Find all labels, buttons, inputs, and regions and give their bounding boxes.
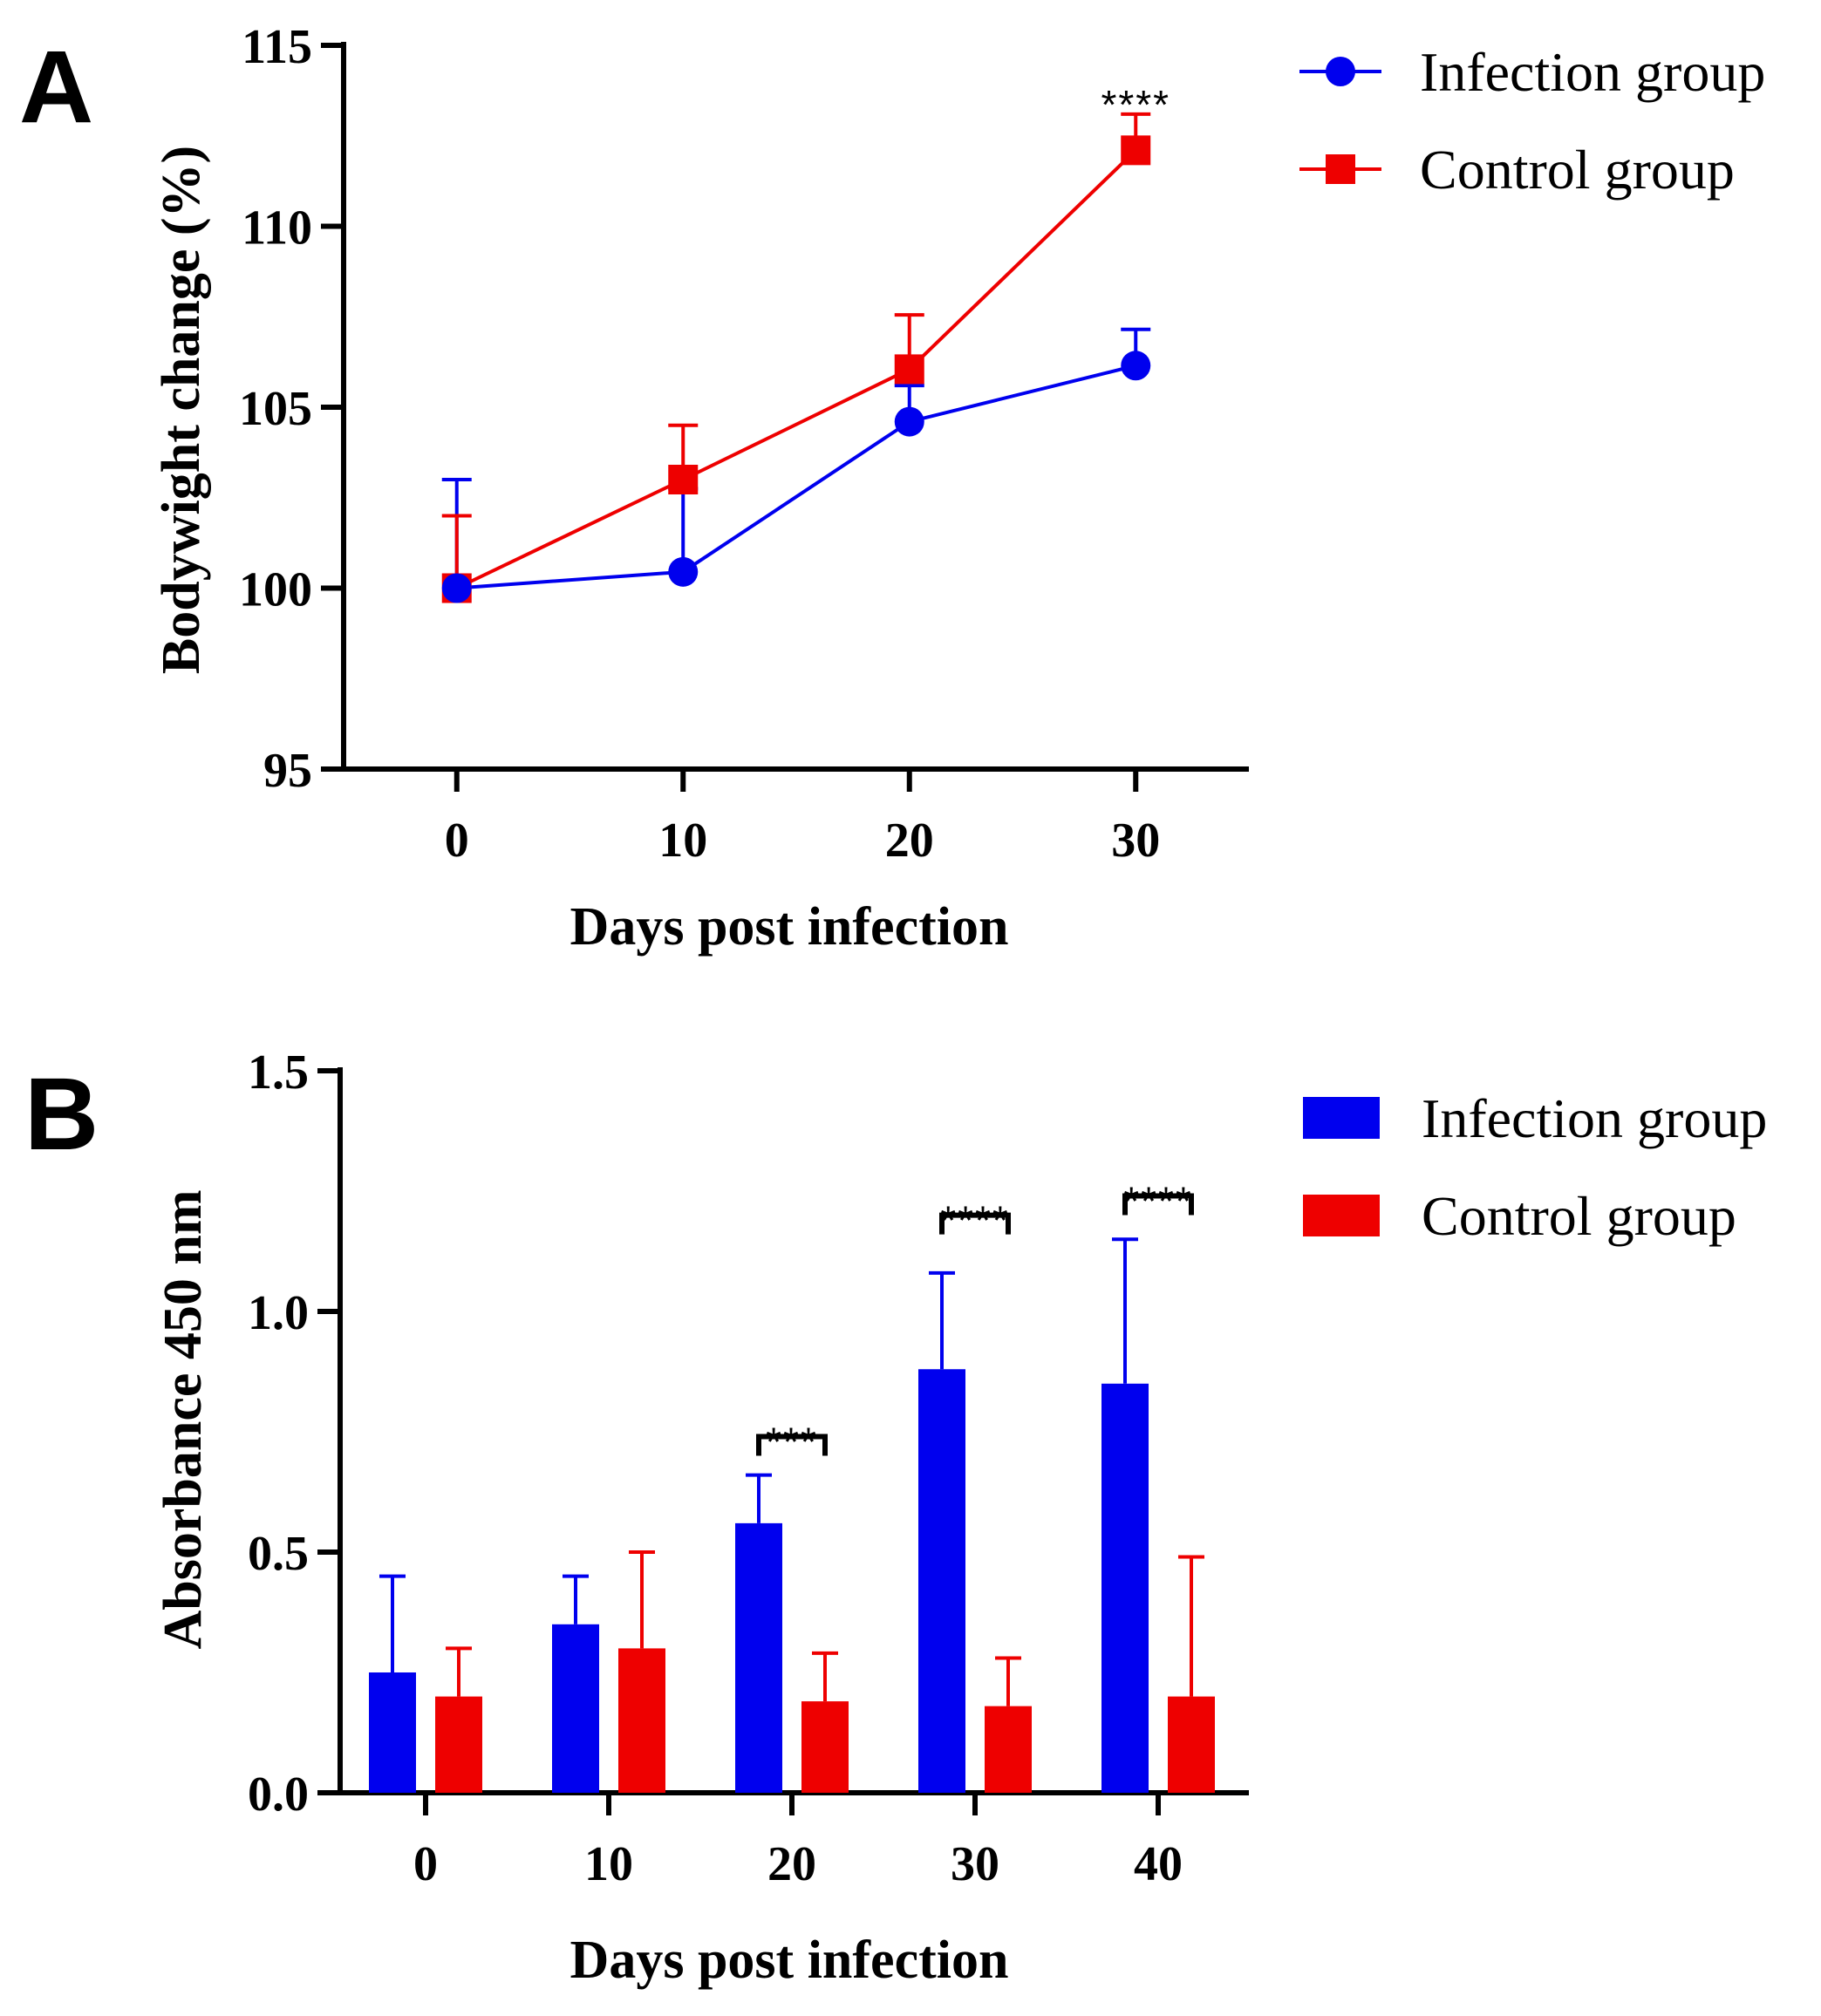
panel-b-bar: [801, 1701, 849, 1793]
panel-b-legend-swatch: [1303, 1195, 1380, 1236]
panel-b-axes: 0.0 0.5 1.0 1.5 0 10 20 30 40: [248, 1045, 1249, 1891]
panel-b-x-tick-label: 40: [1134, 1837, 1183, 1891]
panel-a-y-tick-label: 100: [239, 563, 312, 617]
panel-a-y-tick-label: 95: [263, 744, 312, 798]
panel-b-bar: [435, 1696, 482, 1793]
panel-b-significance-label: ****: [1123, 1179, 1193, 1224]
panel-a-y-tick-label: 110: [242, 201, 312, 255]
panel-letter-a: A: [19, 30, 93, 145]
panel-a-x-tick-label: 20: [885, 814, 934, 868]
panel-a-series: ****: [441, 82, 1170, 603]
panel-a-point-square: [668, 465, 699, 494]
panel-a-x-tick-label: 30: [1111, 814, 1160, 868]
panel-b: B 0.00.51.01.50 10 20 30 40 ******* **** Infe…: [24, 1045, 1767, 1990]
panel-b-series: ******* ****: [369, 1179, 1215, 1793]
panel-a-point-square: [1121, 135, 1151, 166]
panel-a-y-tick-label: 105: [239, 382, 312, 436]
panel-b-bar: [735, 1522, 782, 1793]
panel-a-series-line: [456, 364, 1136, 590]
panel-b-legend-label: Infection group: [1422, 1087, 1767, 1149]
panel-a-point-circle: [441, 573, 472, 603]
panel-a-legend-square: [1326, 154, 1355, 184]
panel-b-y-tick-label: 0.0: [248, 1767, 309, 1822]
panel-a-point-circle: [1121, 351, 1151, 381]
panel-a-series-line: [455, 148, 1137, 590]
panel-b-x-tick-label: 30: [951, 1837, 999, 1891]
panel-b-legend-swatch: [1303, 1097, 1380, 1139]
panel-a-y-tick-label: 115: [242, 20, 312, 74]
panel-b-significance-label: ****: [940, 1198, 1010, 1243]
panel-letter-b: B: [24, 1057, 99, 1172]
panel-a-legend-label: Infection group: [1420, 41, 1765, 103]
panel-b-legend-label: Control group: [1422, 1185, 1736, 1247]
panel-b-x-tick-label: 20: [767, 1837, 816, 1891]
panel-a-point-circle: [894, 406, 924, 437]
panel-b-x-tick-label: 0: [413, 1837, 438, 1891]
panel-b-bar: [369, 1672, 416, 1793]
panel-a-legend-label: Control group: [1420, 139, 1735, 201]
panel-b-y-tick-label: 0.5: [248, 1527, 309, 1581]
panel-a-legend: Infection group Control group: [1299, 41, 1765, 201]
panel-b-x-axis-title: Days post infection: [570, 1931, 1009, 1990]
panel-a-point-circle: [668, 556, 699, 587]
panel-a-point-square: [894, 354, 924, 385]
panel-b-bar: [918, 1369, 965, 1793]
panel-b-x-tick-label: 10: [584, 1837, 633, 1891]
panel-b-y-tick-label: 1.5: [248, 1045, 309, 1100]
panel-a: A 95 100 105 110 115 0 10 20 30 **** Infection g…: [19, 20, 1765, 957]
panel-b-bar: [1101, 1383, 1149, 1793]
panel-a-x-axis-title: Days post infection: [570, 897, 1009, 957]
panel-a-significance-label: ****: [1101, 82, 1170, 127]
panel-a-x-tick-label: 10: [658, 814, 707, 868]
panel-b-legend: Infection group Control group: [1303, 1087, 1767, 1247]
panel-a-legend-circle: [1326, 57, 1355, 86]
panel-b-bar: [618, 1648, 665, 1793]
panel-b-bar: [1168, 1696, 1215, 1793]
panel-a-axes: 95 100 105 110 115 0 10 20 30: [239, 20, 1249, 868]
panel-b-bar: [552, 1624, 599, 1793]
panel-b-bar: [985, 1706, 1032, 1793]
panel-b-significance-bracket: [756, 1434, 828, 1456]
panel-b-y-axis-title: Absorbance 450 nm: [153, 1189, 213, 1649]
panel-b-significance-label: ***: [766, 1420, 818, 1465]
panel-a-y-axis-title: Bodywight change (%): [152, 146, 211, 674]
panel-b-significance-bracket: [939, 1212, 1011, 1235]
panel-b-y-tick-label: 1.0: [248, 1286, 309, 1340]
panel-a-x-tick-label: 0: [445, 814, 469, 868]
panel-b-significance-bracket: [1122, 1193, 1194, 1216]
